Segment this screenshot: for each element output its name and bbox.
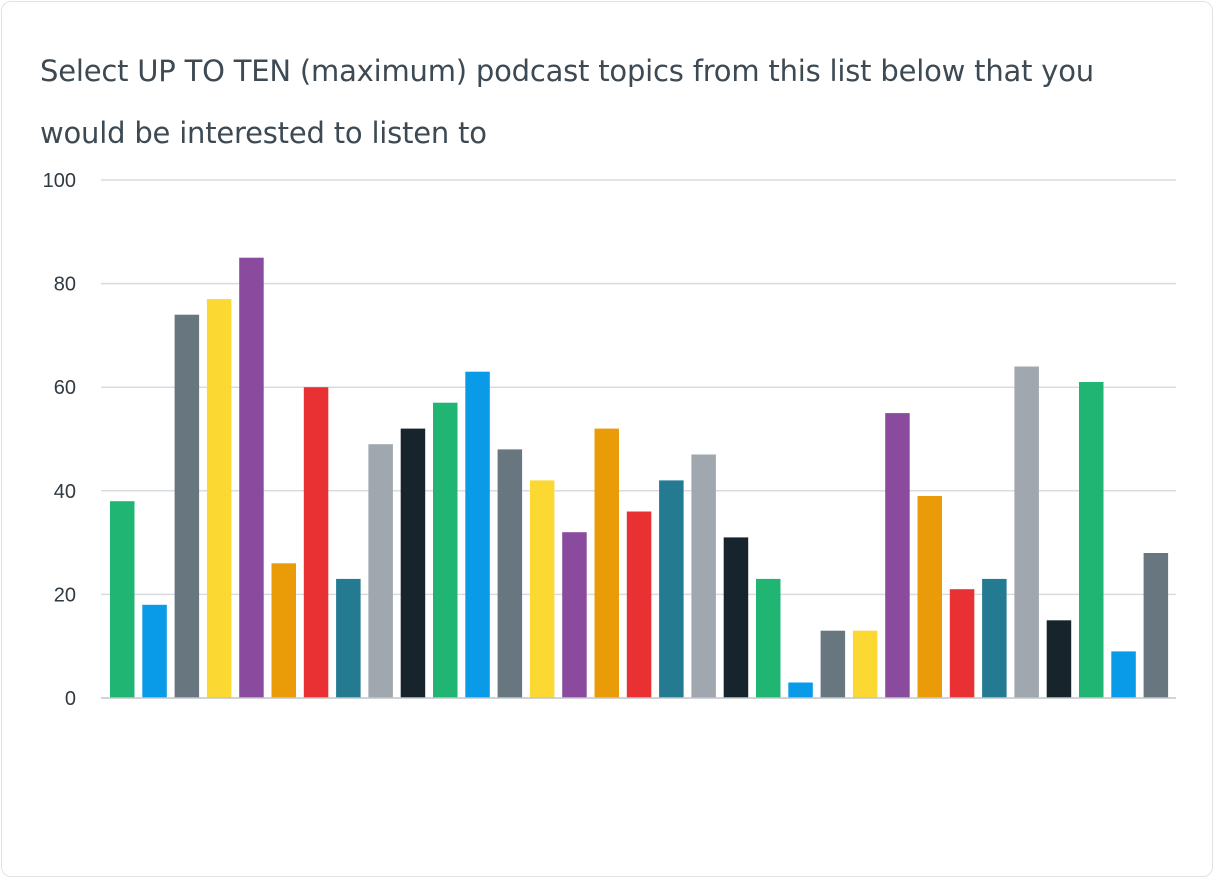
- bar[interactable]: [271, 563, 297, 698]
- bar[interactable]: [917, 496, 943, 698]
- bar[interactable]: [206, 299, 232, 698]
- bar[interactable]: [465, 371, 490, 698]
- bar[interactable]: [852, 630, 878, 698]
- bar[interactable]: [529, 480, 555, 698]
- bar[interactable]: [820, 630, 846, 698]
- y-tick-label: 40: [54, 481, 76, 503]
- bar[interactable]: [1143, 553, 1169, 698]
- bar[interactable]: [110, 501, 135, 698]
- bar[interactable]: [756, 578, 781, 698]
- bar[interactable]: [368, 444, 393, 698]
- y-tick-label: 80: [54, 274, 76, 296]
- y-tick-label: 0: [65, 688, 76, 710]
- bar[interactable]: [303, 387, 329, 698]
- bar[interactable]: [1046, 620, 1072, 698]
- bar[interactable]: [433, 402, 458, 698]
- bar[interactable]: [982, 578, 1007, 698]
- bar[interactable]: [336, 578, 361, 698]
- bar[interactable]: [1079, 382, 1104, 698]
- y-tick-label: 100: [43, 170, 76, 192]
- bar[interactable]: [594, 428, 620, 698]
- bar[interactable]: [1111, 651, 1136, 698]
- bar[interactable]: [885, 413, 910, 698]
- bars: [110, 257, 1169, 699]
- bar[interactable]: [142, 604, 167, 698]
- chart-title: Select UP TO TEN (maximum) podcast topic…: [40, 54, 1094, 150]
- bar[interactable]: [239, 257, 264, 698]
- bar[interactable]: [497, 449, 523, 698]
- y-tick-label: 20: [54, 584, 76, 606]
- bar[interactable]: [691, 454, 716, 699]
- bar[interactable]: [723, 537, 749, 698]
- bar[interactable]: [626, 511, 652, 699]
- bar[interactable]: [1014, 366, 1039, 699]
- bar[interactable]: [400, 428, 426, 698]
- bar[interactable]: [562, 532, 587, 698]
- bar[interactable]: [659, 480, 684, 698]
- bar[interactable]: [949, 589, 975, 698]
- y-axis-ticks: 0 20 40 60 80 100: [43, 170, 76, 710]
- bar[interactable]: [788, 682, 813, 699]
- bar[interactable]: [174, 314, 200, 698]
- y-tick-label: 60: [54, 377, 76, 399]
